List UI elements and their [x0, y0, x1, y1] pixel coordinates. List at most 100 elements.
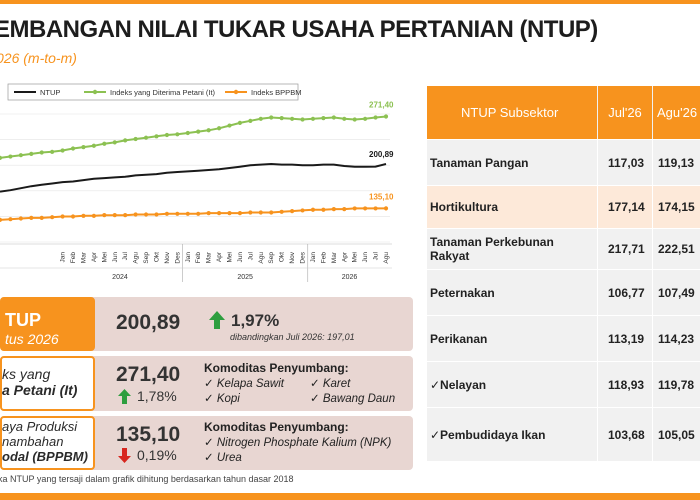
legend-label: Indeks yang Diterima Petani (It): [110, 88, 216, 97]
x-tick-label: Jan: [310, 252, 317, 263]
data-point: [175, 211, 180, 216]
bppbm-card-label: aya Produksi nambahan odal (BPPBM): [0, 416, 95, 470]
data-point: [310, 207, 316, 212]
arrow-down-icon: [118, 448, 131, 463]
x-tick-label: Mei: [227, 252, 234, 262]
data-point: [321, 116, 326, 121]
it-change-pct: 1,78%: [137, 388, 177, 404]
data-point: [383, 206, 389, 211]
data-point: [185, 130, 190, 136]
data-label: 135,10: [369, 192, 394, 201]
it-summary-card: ks yang a Petani (It) 271,40 1,78% Komod…: [0, 356, 413, 411]
data-point: [290, 116, 295, 121]
column-divider: [597, 229, 598, 269]
chart-legend: [7, 83, 299, 101]
x-tick-label: Mar: [206, 251, 213, 263]
column-divider: [597, 316, 598, 361]
data-point: [342, 206, 347, 212]
table-header-label: Agu'26: [657, 105, 698, 120]
ntup-change-pct: 1,97%: [231, 311, 280, 330]
year-label: 2026: [342, 274, 358, 281]
jul-value: 177,14: [608, 200, 645, 214]
data-point: [0, 155, 3, 160]
bppbm-change-pct: 0,19%: [137, 447, 177, 463]
it-komoditas-item: ✓ Bawang Daun: [310, 393, 396, 405]
x-tick-label: Apr: [91, 251, 98, 262]
data-point: [133, 212, 138, 217]
bppbm-label-line2: nambahan: [2, 434, 64, 449]
table-row: ✓Nelayan 118,93 119,78: [427, 361, 700, 407]
top-accent-bar: [0, 0, 700, 4]
column-divider: [652, 229, 653, 269]
x-tick-label: Apr: [341, 251, 348, 262]
data-point: [18, 153, 23, 158]
data-point: [60, 148, 65, 153]
data-point: [237, 211, 243, 216]
data-point: [102, 213, 107, 218]
data-point: [269, 210, 274, 215]
data-point: [175, 132, 180, 137]
table-row: Perikanan 113,19 114,23: [427, 315, 700, 361]
data-point: [331, 115, 336, 120]
x-tick-label: Jul: [247, 251, 254, 260]
data-point: [363, 116, 368, 121]
agu-value: 107,49: [658, 285, 695, 300]
data-point: [237, 120, 243, 125]
agu-value: 119,13: [658, 155, 695, 170]
footnote: ka NTUP yang tersaji dalam grafik dihitu…: [0, 474, 294, 484]
data-point: [227, 211, 232, 216]
table-row: Hortikultura 177,14 174,15: [427, 185, 700, 228]
data-point: [39, 215, 44, 220]
column-divider: [597, 140, 598, 185]
subsektor-name: Perikanan: [430, 331, 488, 346]
data-point: [143, 135, 149, 140]
data-point: [352, 206, 357, 211]
data-point: [91, 143, 96, 148]
data-point: [60, 214, 65, 219]
data-point: [248, 118, 253, 123]
x-tick-label: Sep: [268, 252, 275, 264]
x-tick-label: Jul: [122, 251, 129, 260]
jul-value: 103,68: [608, 427, 645, 442]
data-point: [373, 115, 378, 120]
jul-value: 117,03: [608, 155, 645, 170]
x-tick-label: Des: [174, 251, 181, 263]
data-point: [279, 209, 284, 214]
column-divider: [652, 316, 653, 361]
ntup-compare-text: dibandingkan Juli 2026: 197,01: [230, 332, 355, 342]
legend-marker: [92, 89, 98, 95]
series-line: [0, 115, 387, 159]
it-value: 271,40: [116, 363, 181, 386]
arrow-up-icon: [209, 311, 225, 329]
bppbm-summary-card: aya Produksi nambahan odal (BPPBM) 135,1…: [0, 416, 413, 470]
x-tick-label: Jan: [60, 252, 67, 263]
table-row: Tanaman Perkebunan Rakyat 217,71 222,51: [427, 228, 700, 269]
data-point: [50, 215, 55, 220]
data-label: 200,89: [369, 150, 394, 159]
agu-value: 105,05: [658, 427, 695, 442]
bppbm-label-line3: odal (BPPBM): [2, 449, 88, 464]
data-point: [300, 208, 305, 213]
x-tick-label: Feb: [70, 252, 77, 264]
year-label: 2024: [112, 274, 128, 281]
it-komoditas-title: Komoditas Penyumbang:: [204, 361, 349, 375]
it-komoditas-item: ✓ Kelapa Sawit: [204, 378, 284, 390]
series-line: [0, 162, 387, 193]
column-divider: [597, 408, 598, 461]
data-point: [342, 116, 347, 121]
x-tick-label: Des: [300, 251, 307, 263]
data-point: [216, 126, 222, 131]
subsektor-name: Hortikultura: [430, 200, 499, 214]
data-point: [39, 150, 44, 155]
data-point: [70, 146, 76, 151]
data-point: [206, 211, 211, 216]
data-point: [81, 145, 86, 150]
it-label-line1: ks yang: [2, 366, 51, 382]
column-divider: [652, 140, 653, 185]
table-header-subsektor: NTUP Subsektor: [427, 86, 597, 139]
x-tick-label: Nov: [164, 251, 171, 263]
x-tick-label: Apr: [216, 251, 223, 262]
x-tick-label: Feb: [320, 252, 327, 264]
table-row: Peternakan 106,77 107,49: [427, 269, 700, 315]
data-point: [279, 116, 284, 121]
